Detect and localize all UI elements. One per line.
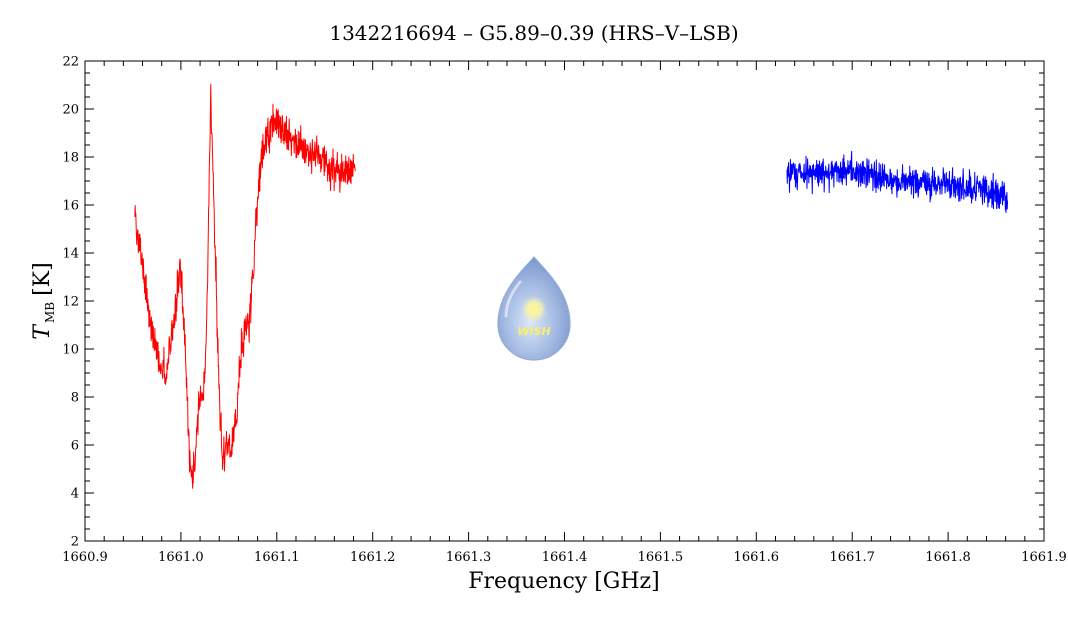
x-tick-label: 1661.3 — [446, 550, 492, 565]
x-tick-label: 1661.4 — [542, 550, 588, 565]
y-tick-label: 12 — [62, 295, 79, 310]
chart-title: 1342216694 – G5.89–0.39 (HRS–V–LSB) — [329, 21, 738, 45]
y-tick-label: 10 — [62, 343, 79, 358]
series-layer — [134, 83, 1009, 489]
y-tick-label: 6 — [71, 439, 79, 454]
x-tick-label: 1661.2 — [350, 550, 396, 565]
x-tick-label: 1661.7 — [829, 550, 875, 565]
wish-star-icon — [525, 300, 543, 318]
y-tick-label: 2 — [71, 535, 79, 550]
y-tick-label: 20 — [62, 103, 79, 118]
svg-text:TMB[K]: TMB [K] — [30, 262, 57, 339]
x-tick-label: 1661.9 — [1021, 550, 1067, 565]
y-tick-label: 8 — [71, 391, 79, 406]
y-axis-label: TMB [K] — [30, 262, 57, 339]
spectrum-series-2 — [786, 150, 1009, 213]
y-axis-label-subscript: MB — [43, 302, 57, 323]
y-tick-label: 16 — [62, 199, 79, 214]
x-tick-label: 1661.1 — [254, 550, 300, 565]
ticks-layer: 1660.9 1661.0 1661.1 1661.2 1661.3 1661.4 1661… — [62, 55, 1067, 566]
spectrum-series-1 — [134, 83, 356, 489]
x-axis-label: Frequency [GHz] — [468, 569, 660, 594]
x-tick-label: 1661.0 — [158, 550, 204, 565]
y-tick-label: 4 — [71, 487, 79, 502]
y-tick-label: 22 — [62, 55, 79, 70]
x-tick-label: 1660.9 — [62, 550, 108, 565]
y-axis-label-symbol: T — [30, 323, 55, 340]
x-tick-label: 1661.6 — [734, 550, 780, 565]
y-axis-label-unit: [K] — [30, 262, 55, 296]
wish-logo-text: WISH — [517, 325, 550, 338]
y-tick-label: 14 — [62, 247, 79, 262]
x-tick-label: 1661.8 — [925, 550, 971, 565]
x-tick-label: 1661.5 — [638, 550, 684, 565]
y-tick-label: 18 — [62, 151, 79, 166]
wish-logo: WISH — [497, 256, 571, 361]
